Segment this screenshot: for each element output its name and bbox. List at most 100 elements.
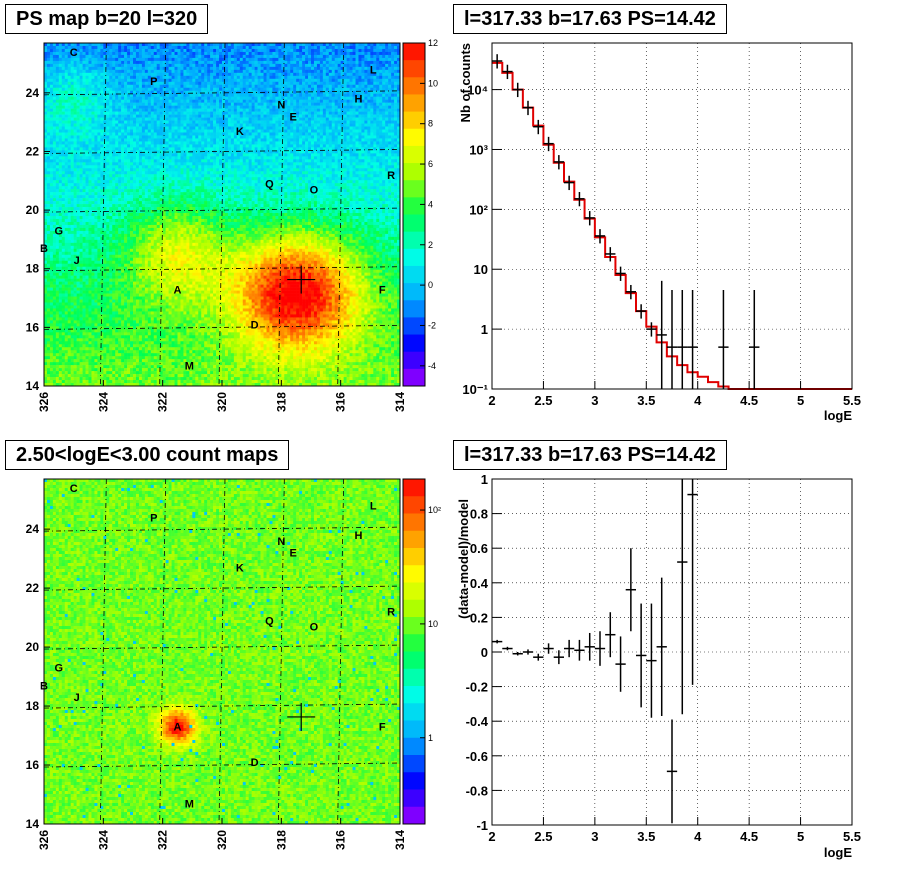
x-tick-label: 2	[488, 393, 495, 408]
source-label-M: M	[185, 798, 194, 810]
source-label-L: L	[370, 501, 377, 513]
graticule-parallel	[43, 149, 401, 154]
graticule-parallel	[43, 90, 401, 96]
data-point	[574, 191, 585, 207]
y-tick-label: 10⁴	[467, 83, 488, 98]
colorbar: 12 10 8 6 4 2 0 -2 -4	[402, 38, 438, 387]
graticule-parallel	[43, 207, 401, 213]
y-tick-label: 22	[26, 581, 40, 595]
source-label-P: P	[150, 76, 157, 88]
y-tick-label: 16	[26, 320, 40, 334]
y-tick-label: 18	[26, 262, 40, 276]
graticule-meridian	[99, 42, 107, 387]
source-label-G: G	[55, 663, 64, 675]
y-tick-label: -0.6	[466, 749, 488, 764]
grid	[491, 478, 853, 826]
data-point	[522, 100, 534, 116]
data-point	[646, 322, 657, 337]
residual-point	[533, 653, 544, 661]
source-label-P: P	[150, 512, 157, 524]
colorbar-tick-label: 2	[428, 240, 433, 250]
data-point	[605, 247, 616, 262]
x-axis-label: logE	[824, 408, 852, 423]
y-tick-label: 0.4	[470, 576, 489, 591]
data-point	[594, 229, 606, 244]
source-label-A: A	[174, 722, 182, 734]
x-tick-label: 5.5	[843, 829, 861, 844]
x-tick-label: 314	[393, 392, 407, 412]
graticule-meridian	[337, 478, 345, 825]
x-tick-label: 5	[797, 829, 804, 844]
x-tick-label: 314	[393, 830, 407, 850]
colorbar-frame	[402, 478, 426, 825]
y-tick-label: 0	[481, 645, 488, 660]
residual-point	[656, 577, 667, 717]
y-tick-label: 0.2	[470, 610, 488, 625]
y-tick-label: 10³	[469, 142, 488, 157]
data-point	[584, 211, 595, 226]
residual-point	[502, 646, 513, 651]
x-tick-label: 324	[96, 392, 110, 412]
y-tick-label: 24	[26, 86, 40, 100]
colorbar-tick-label: 4	[428, 199, 433, 209]
colorbar-tick-label: 8	[428, 119, 433, 129]
graticule-meridian	[159, 42, 167, 387]
graticule-parallel	[43, 762, 401, 768]
y-tick-label: 1	[481, 472, 488, 487]
source-label-Q: Q	[265, 179, 274, 191]
source-label-K: K	[236, 562, 244, 574]
count-map-title: 2.50<logE<3.00 count maps	[5, 440, 290, 470]
x-tick-label: 4.5	[740, 393, 758, 408]
y-tick-label: -1	[476, 818, 488, 833]
y-tick-label: 1	[481, 322, 488, 337]
colorbar-tick-label: 10²	[428, 505, 441, 515]
residual-point	[574, 639, 585, 661]
x-tick-label: 318	[274, 392, 288, 412]
ps-map-title: PS map b=20 l=320	[5, 4, 209, 34]
source-label-G: G	[55, 226, 64, 238]
spectrum-title: l=317.33 b=17.63 PS=14.42	[453, 4, 727, 34]
source-label-C: C	[70, 47, 78, 59]
graticule-meridian	[218, 42, 226, 387]
x-tick-label: 3.5	[637, 393, 655, 408]
x-tick-label: 4	[694, 393, 702, 408]
y-tick-label: 20	[26, 640, 40, 654]
residual-point	[512, 652, 523, 656]
residual-point	[543, 643, 554, 654]
source-label-E: E	[290, 548, 297, 560]
graticule-meridian	[277, 42, 285, 387]
x-tick-label: 316	[334, 830, 348, 850]
x-tick-label: 4.5	[740, 829, 758, 844]
graticule-meridian	[277, 478, 285, 825]
data-point	[666, 290, 678, 389]
colorbar: 10² 10 1	[402, 478, 441, 825]
graticule-meridian	[99, 478, 107, 825]
data-point	[502, 64, 513, 80]
y-tick-label: 10	[474, 262, 488, 277]
graticule-meridian	[159, 478, 167, 825]
source-label-J: J	[74, 692, 80, 704]
x-tick-label: 4	[694, 829, 702, 844]
residual-point	[594, 631, 606, 666]
source-label-H: H	[354, 94, 362, 106]
source-label-D: D	[251, 757, 259, 769]
heatmap-field	[44, 43, 401, 387]
residual-point	[492, 639, 503, 644]
residual-point	[646, 603, 657, 718]
data-point	[512, 82, 523, 98]
residual-point	[636, 603, 647, 708]
colorbar-tick-label: 0	[428, 280, 433, 290]
x-tick-label: 3	[591, 829, 598, 844]
source-label-B: B	[40, 680, 48, 692]
source-label-Q: Q	[265, 616, 274, 628]
graticule-meridian	[218, 478, 226, 825]
y-tick-label: -0.8	[466, 783, 488, 798]
source-label-K: K	[236, 126, 244, 138]
residual-title: l=317.33 b=17.63 PS=14.42	[453, 440, 727, 470]
x-axis-label: logE	[824, 845, 852, 860]
source-label-E: E	[290, 111, 297, 123]
source-label-A: A	[174, 284, 182, 296]
colorbar-frame	[402, 42, 426, 387]
data-point	[749, 290, 760, 389]
y-tick-label: 18	[26, 699, 40, 713]
